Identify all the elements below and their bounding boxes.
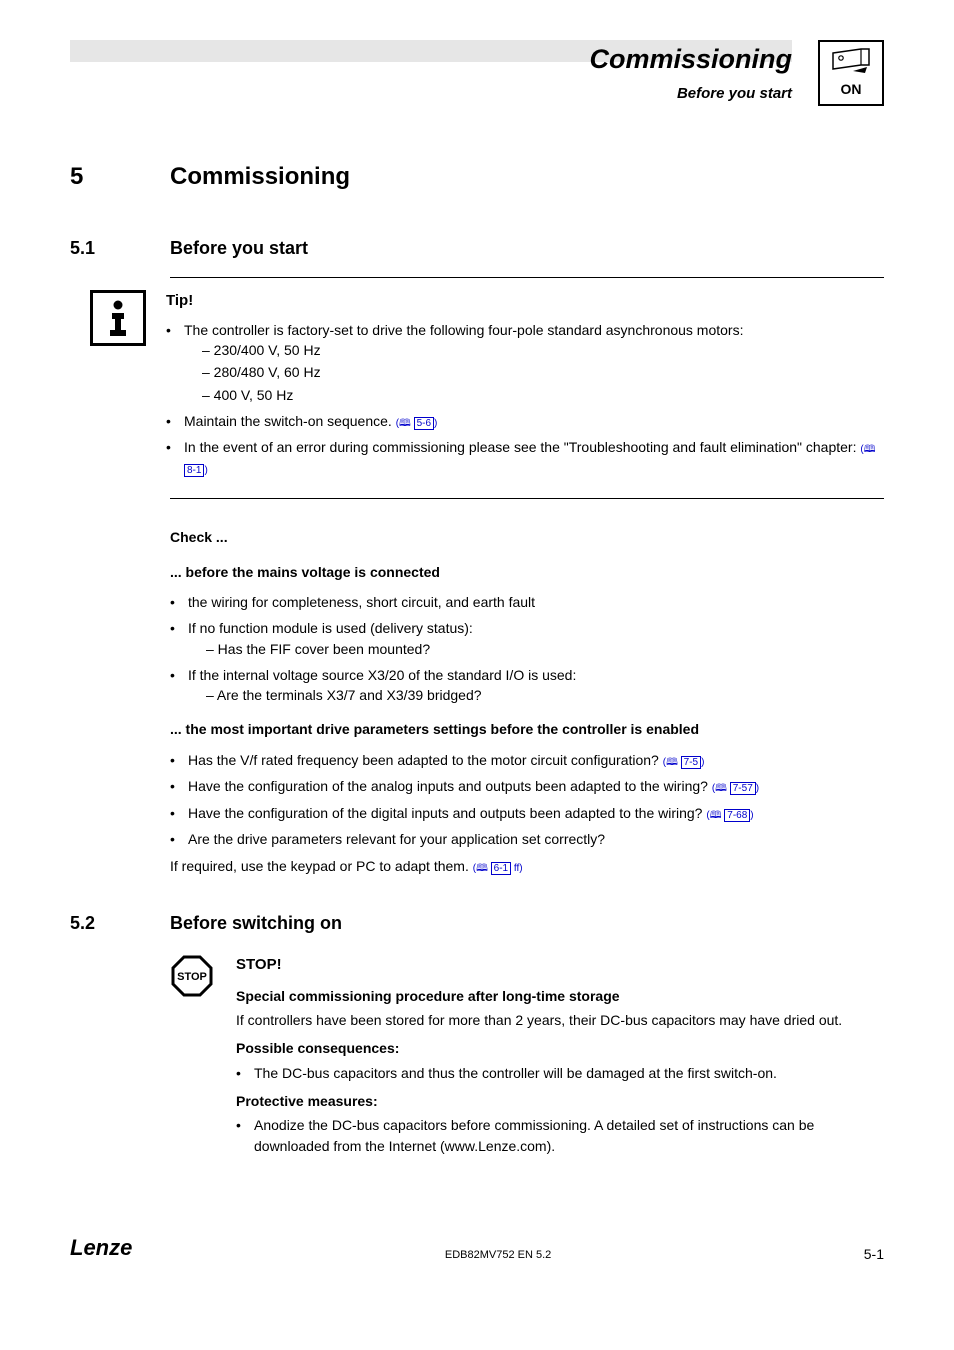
stop-sub-2: Possible consequences:: [236, 1038, 884, 1058]
stop-sub-3: Protective measures:: [236, 1091, 884, 1111]
tip-bullet-2-text: Maintain the switch-on sequence.: [184, 413, 392, 429]
stop-p1: If controllers have been stored for more…: [236, 1010, 884, 1030]
footer-doc-id: EDB82MV752 EN 5.2: [132, 1248, 863, 1264]
chapter-heading-row: 5 Commissioning: [70, 160, 884, 195]
info-icon-box: [90, 290, 146, 346]
check-a-2a: – Has the FIF cover been mounted?: [188, 639, 884, 659]
check-a-2: If no function module is used (delivery …: [170, 618, 884, 659]
check-a-2-text: If no function module is used (delivery …: [188, 620, 473, 636]
check-a-3: If the internal voltage source X3/20 of …: [170, 665, 884, 706]
divider: [170, 498, 884, 499]
on-switch-icon-box: ON: [818, 40, 884, 106]
check-a-3a: – Are the terminals X3/7 and X3/39 bridg…: [188, 685, 884, 705]
section-5-1-heading: 5.1 Before you start: [70, 235, 884, 261]
info-icon: [103, 298, 133, 338]
stop-content: STOP! Special commissioning procedure af…: [236, 954, 884, 1162]
header-subtitle: Before you start: [589, 83, 792, 105]
tip-heading: Tip!: [166, 290, 884, 312]
stop-b2: Anodize the DC-bus capacitors before com…: [236, 1115, 884, 1156]
section-5-2-number: 5.2: [70, 910, 130, 936]
page-header: Commissioning Before you start ON: [70, 40, 884, 110]
ref-link-6-1[interactable]: (🕮 6-1 ff): [473, 863, 523, 874]
check-tail-text: If required, use the keypad or PC to ada…: [170, 858, 469, 874]
tip-bullet-1a: – 230/400 V, 50 Hz: [184, 340, 884, 360]
tip-bullet-1c: – 400 V, 50 Hz: [184, 385, 884, 405]
stop-b1: The DC-bus capacitors and thus the contr…: [236, 1063, 884, 1083]
chapter-number: 5: [70, 160, 130, 195]
section-5-2-heading: 5.2 Before switching on: [70, 910, 884, 936]
header-text-block: Commissioning Before you start: [589, 40, 792, 105]
check-a-3-text: If the internal voltage source X3/20 of …: [188, 667, 576, 683]
check-sub-b: ... the most important drive parameters …: [170, 719, 884, 739]
tip-bullet-1-text: The controller is factory-set to drive t…: [184, 322, 744, 338]
page-footer: Lenze EDB82MV752 EN 5.2 5-1: [70, 1232, 884, 1264]
header-title: Commissioning: [589, 40, 792, 79]
tip-content: Tip! The controller is factory-set to dr…: [166, 290, 884, 484]
switch-icon: [831, 47, 871, 75]
check-b-1: Has the V/f rated frequency been adapted…: [170, 750, 884, 771]
tip-bullet-list: The controller is factory-set to drive t…: [166, 320, 884, 479]
stop-icon-wrap: STOP: [170, 954, 214, 1162]
ref-link-7-68[interactable]: (🕮 7-68): [706, 810, 753, 821]
tip-bullet-3-text: In the event of an error during commissi…: [184, 439, 856, 455]
check-b-1-text: Has the V/f rated frequency been adapted…: [188, 752, 659, 768]
check-tail: If required, use the keypad or PC to ada…: [170, 856, 884, 877]
tip-bullet-2: Maintain the switch-on sequence. (🕮 5-6): [166, 411, 884, 432]
ref-link-7-57[interactable]: (🕮 7-57): [712, 783, 759, 794]
ref-link-7-5[interactable]: (🕮 7-5): [663, 757, 705, 768]
stop-block: STOP STOP! Special commissioning procedu…: [170, 954, 884, 1162]
footer-page-num: 5-1: [864, 1244, 884, 1264]
section-5-1-number: 5.1: [70, 235, 130, 261]
tip-bullet-1: The controller is factory-set to drive t…: [166, 320, 884, 405]
chapter-title: Commissioning: [170, 160, 350, 195]
check-sub-a: ... before the mains voltage is connecte…: [170, 562, 884, 582]
stop-list-2: Anodize the DC-bus capacitors before com…: [236, 1115, 884, 1156]
check-list-b: Has the V/f rated frequency been adapted…: [170, 750, 884, 850]
tip-block: Tip! The controller is factory-set to dr…: [70, 290, 884, 484]
tip-bullet-1b: – 280/480 V, 60 Hz: [184, 362, 884, 382]
divider: [170, 277, 884, 278]
check-a-1: the wiring for completeness, short circu…: [170, 592, 884, 612]
footer-brand: Lenze: [70, 1232, 132, 1264]
tip-bullet-3: In the event of an error during commissi…: [166, 437, 884, 478]
stop-list-1: The DC-bus capacitors and thus the contr…: [236, 1063, 884, 1083]
stop-sub-1: Special commissioning procedure after lo…: [236, 986, 884, 1006]
section-5-2-title: Before switching on: [170, 910, 342, 936]
on-label: ON: [841, 79, 862, 99]
section-5-1-title: Before you start: [170, 235, 308, 261]
check-b-3-text: Have the configuration of the digital in…: [188, 805, 702, 821]
check-list-a: the wiring for completeness, short circu…: [170, 592, 884, 705]
check-b-2: Have the configuration of the analog inp…: [170, 776, 884, 797]
check-heading: Check ...: [170, 527, 884, 547]
stop-heading: STOP!: [236, 954, 884, 976]
ref-link-5-6[interactable]: (🕮 5-6): [396, 418, 438, 429]
check-b-2-text: Have the configuration of the analog inp…: [188, 778, 708, 794]
check-block: Check ... ... before the mains voltage i…: [170, 527, 884, 876]
stop-icon: STOP: [170, 954, 214, 998]
check-b-4: Are the drive parameters relevant for yo…: [170, 829, 884, 849]
page: Commissioning Before you start ON 5 Comm…: [0, 0, 954, 1350]
svg-text:STOP: STOP: [177, 971, 207, 983]
check-b-3: Have the configuration of the digital in…: [170, 803, 884, 824]
